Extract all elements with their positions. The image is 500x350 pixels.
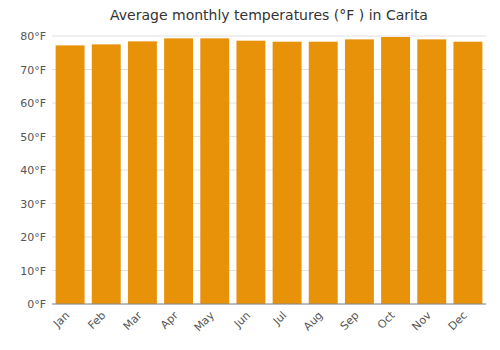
x-tick-label: May: [192, 309, 218, 335]
bar: [92, 44, 121, 304]
x-tick-label: Apr: [158, 309, 181, 332]
bar: [164, 38, 193, 304]
chart-container: Average monthly temperatures (°F ) in Ca…: [0, 0, 500, 350]
x-axis-line: [52, 304, 486, 305]
bar: [236, 41, 265, 304]
x-tick-label: Mar: [121, 309, 145, 333]
bar: [309, 42, 338, 304]
y-tick-label: 60°F: [20, 97, 46, 110]
x-tick-label: Feb: [85, 309, 108, 332]
y-tick-label: 30°F: [20, 198, 46, 211]
bar: [381, 37, 410, 304]
grid: [52, 36, 486, 304]
bar: [345, 39, 374, 304]
title: Average monthly temperatures (°F ) in Ca…: [110, 7, 428, 23]
x-tick-label: Oct: [375, 308, 398, 331]
grid-line: [52, 304, 486, 305]
x-tick-label: Nov: [409, 309, 434, 334]
y-tick-label: 20°F: [20, 231, 46, 244]
y-tick-label: 70°F: [20, 64, 46, 77]
x-tick-label: Jun: [231, 309, 253, 331]
y-tick-label: 50°F: [20, 131, 46, 144]
bars: [56, 37, 483, 304]
x-tick-label: Aug: [301, 309, 325, 333]
grid-line: [52, 36, 486, 37]
x-tick-label: Jan: [50, 309, 72, 331]
y-tick-label: 40°F: [20, 164, 46, 177]
bar: [273, 42, 302, 304]
bar: [453, 42, 482, 304]
bar: [200, 38, 229, 304]
bar: [56, 45, 85, 304]
x-tick-label: Sep: [338, 309, 362, 333]
x-tick-label: Jul: [270, 309, 289, 328]
bar: [128, 41, 157, 304]
y-tick-label: 10°F: [20, 265, 46, 278]
y-tick-label: 80°F: [20, 30, 46, 43]
chart: Average monthly temperatures (°F ) in Ca…: [0, 0, 500, 350]
y-tick-label: 0°F: [27, 298, 46, 311]
x-tick-label: Dec: [446, 309, 470, 333]
bar: [417, 39, 446, 304]
